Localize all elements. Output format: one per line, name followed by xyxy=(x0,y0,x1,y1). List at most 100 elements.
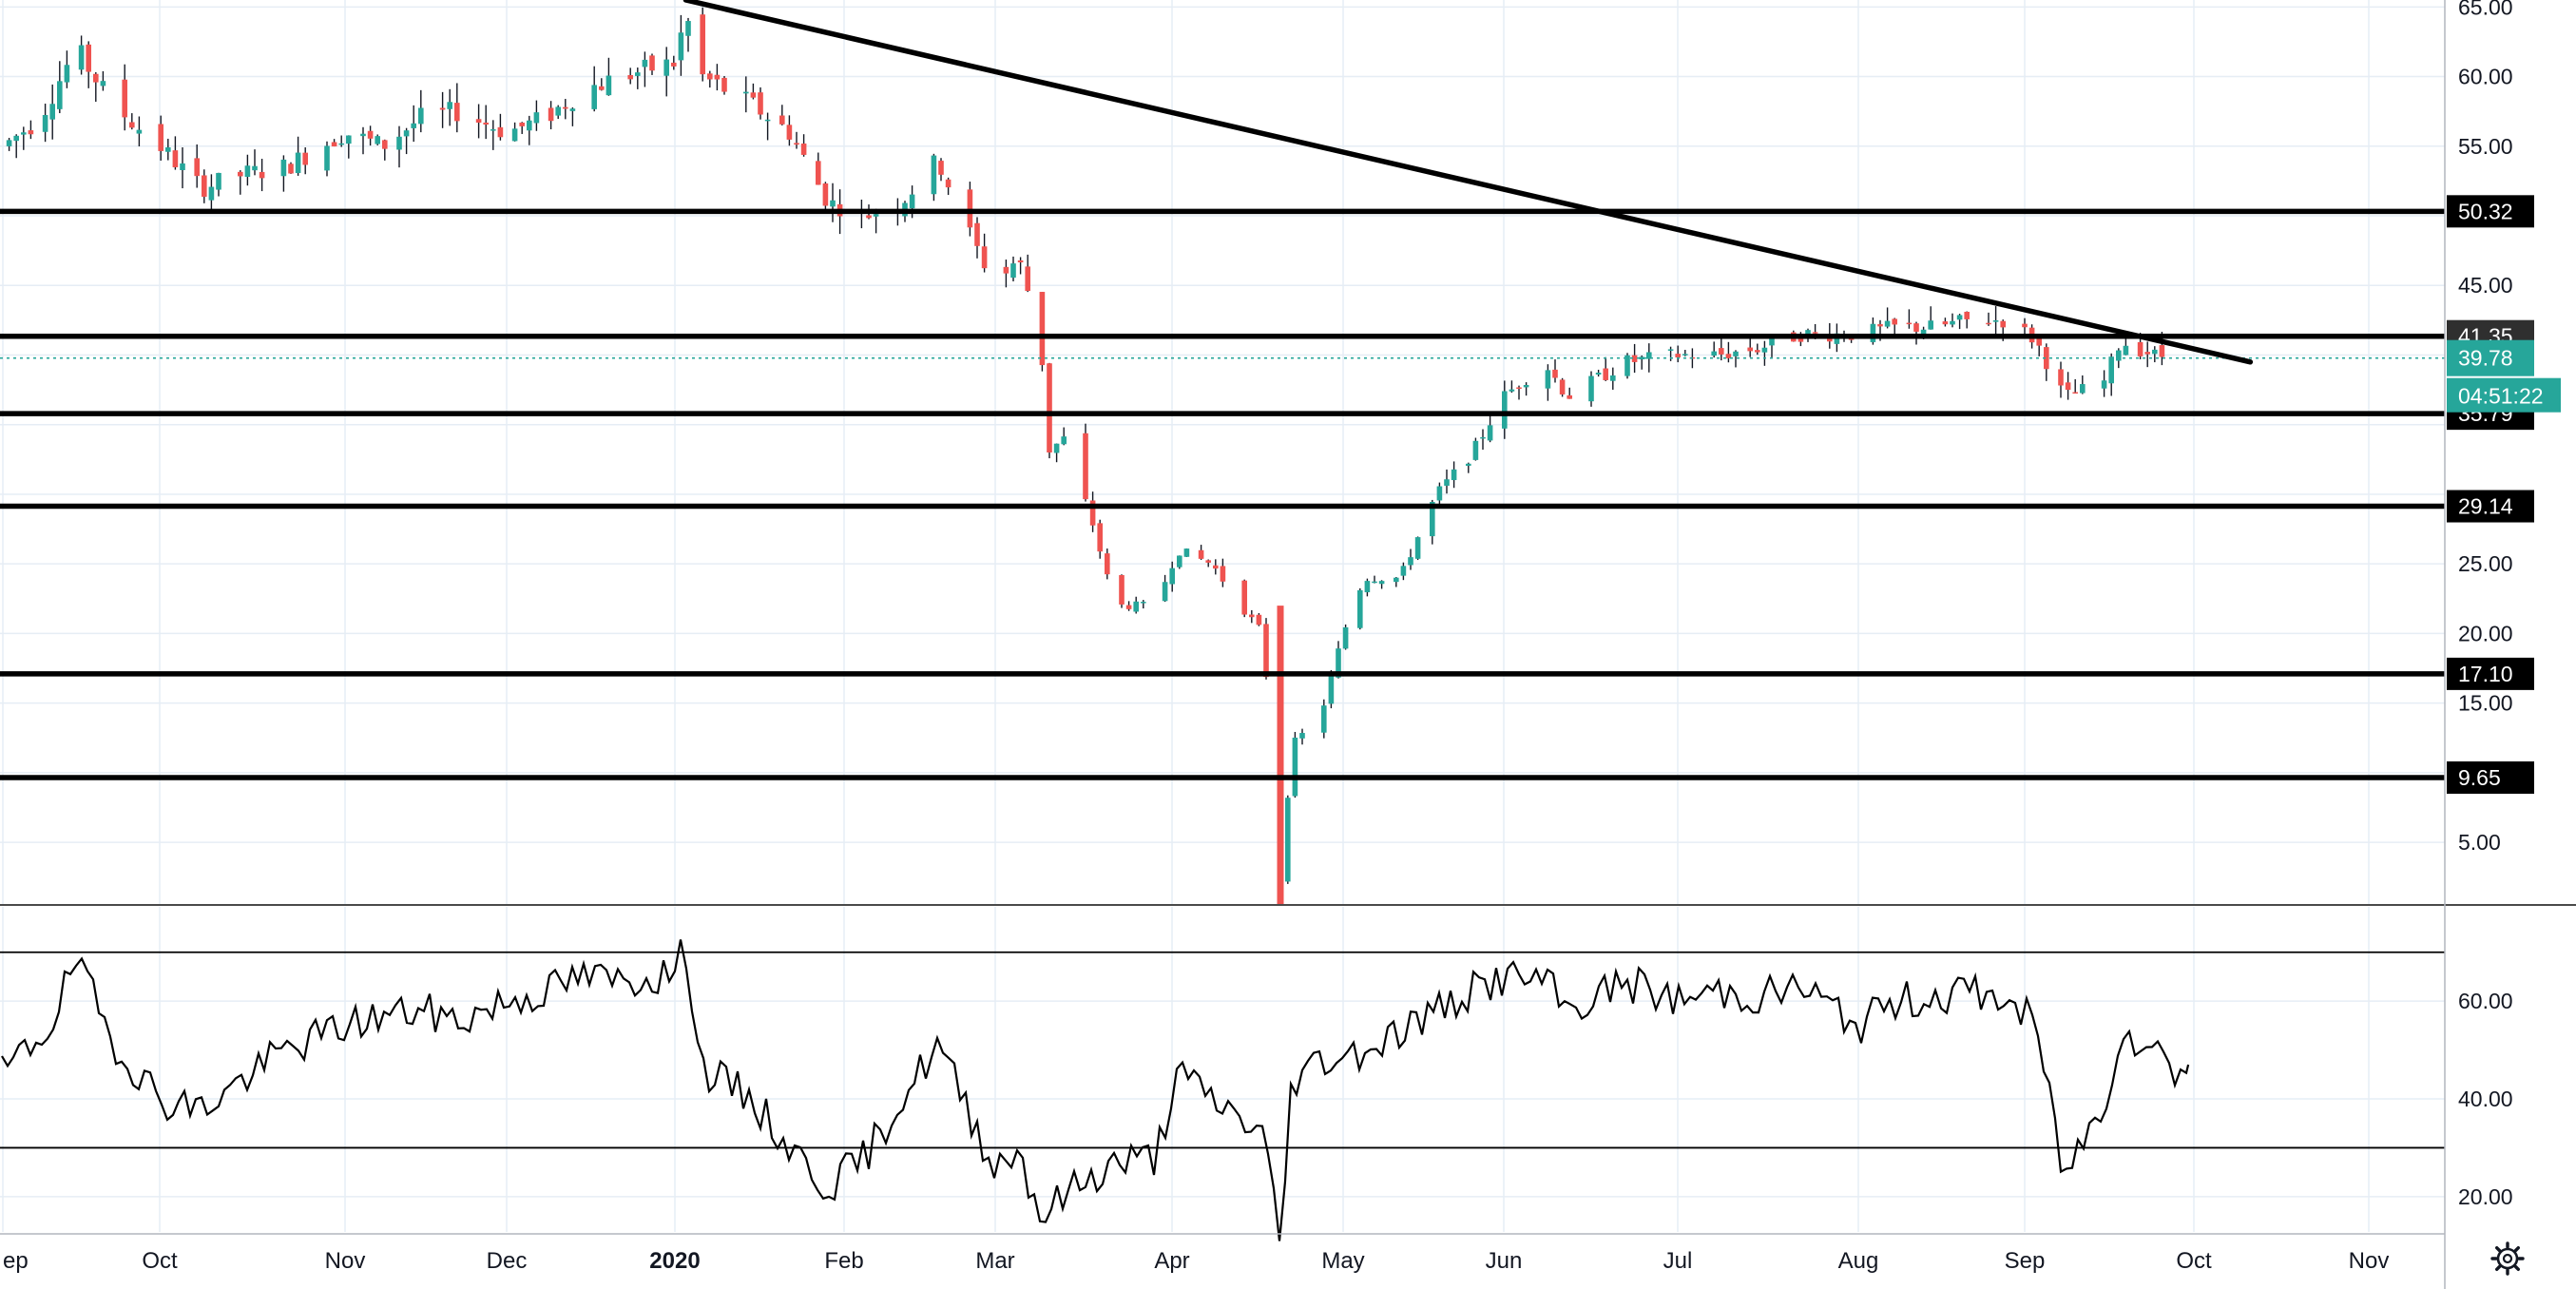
candle-body xyxy=(396,136,402,150)
candle-body xyxy=(1675,354,1681,358)
candle-body xyxy=(2072,392,2078,394)
level-badge-label: 50.32 xyxy=(2458,199,2513,223)
candle-body xyxy=(252,165,258,171)
candle-body xyxy=(288,164,294,174)
candle-body xyxy=(1342,626,1349,649)
candle-body xyxy=(981,246,988,269)
candle-body xyxy=(136,129,143,134)
candle-body xyxy=(758,92,763,115)
candle-body xyxy=(555,106,561,116)
rsi-tick-label: 20.00 xyxy=(2458,1184,2513,1209)
candle-body xyxy=(6,140,12,146)
price-pane[interactable] xyxy=(0,0,2445,905)
candle-body xyxy=(663,59,669,76)
rsi-pane[interactable] xyxy=(0,907,2445,1241)
candle-body xyxy=(180,163,185,170)
candle-body xyxy=(216,172,221,190)
candle-body xyxy=(938,161,944,175)
level-badge xyxy=(2447,657,2534,690)
candle-body xyxy=(1552,369,1558,378)
candle-body xyxy=(1105,553,1110,575)
candle-body xyxy=(1986,322,1991,325)
candle-body xyxy=(1667,349,1674,351)
candle-body xyxy=(1321,705,1327,733)
level-badge xyxy=(2447,760,2534,794)
candle-body xyxy=(194,158,200,177)
candle-body xyxy=(2137,341,2143,356)
candle-body xyxy=(1797,338,1804,342)
candle-body xyxy=(1047,363,1052,453)
candle-body xyxy=(1162,582,1168,602)
candle-body xyxy=(2123,345,2129,356)
time-tick-label: May xyxy=(1321,1248,1364,1274)
candle-body xyxy=(569,108,576,111)
candle-body xyxy=(721,77,727,92)
rsi-axis[interactable]: 60.00 40.00 20.00 xyxy=(2458,989,2513,1209)
candle-body xyxy=(1436,486,1443,501)
candle-body xyxy=(1761,347,1768,353)
last-price-label: 39.78 xyxy=(2458,346,2513,371)
price-tick-label: 5.00 xyxy=(2458,830,2501,855)
candle-body xyxy=(527,120,532,131)
time-tick-label: Feb xyxy=(824,1248,863,1274)
time-tick-label: Dec xyxy=(487,1248,528,1274)
candle-body xyxy=(1942,321,1949,325)
candle-body xyxy=(1249,614,1255,618)
candle-body xyxy=(1183,548,1190,557)
price-axis[interactable]: 65.00 60.00 55.00 45.00 25.00 20.00 15.00 5.00 xyxy=(2458,0,2513,855)
candle-body xyxy=(1119,575,1125,605)
time-tick-label: Oct xyxy=(142,1248,178,1274)
candle-body xyxy=(743,91,749,94)
candle-body xyxy=(1892,318,1897,325)
candle-body xyxy=(411,123,416,128)
candle-body xyxy=(1430,502,1435,537)
candle-body xyxy=(2022,323,2028,328)
candle-body xyxy=(2108,356,2114,384)
candle-body xyxy=(483,122,489,125)
time-tick-label: Nov xyxy=(2349,1248,2390,1274)
candle-body xyxy=(93,73,99,83)
candle-body xyxy=(2144,352,2150,355)
candle-body xyxy=(447,102,452,109)
candle-body xyxy=(28,130,34,135)
candle-body xyxy=(1394,577,1399,583)
candle-body xyxy=(21,132,27,135)
candle-body xyxy=(1241,580,1247,615)
candle-body xyxy=(1588,375,1594,402)
time-tick-label: Nov xyxy=(325,1248,366,1274)
candle-body xyxy=(1545,370,1551,389)
candle-body xyxy=(1682,354,1688,356)
countdown-label: 04:51:22 xyxy=(2458,384,2544,409)
trendline[interactable] xyxy=(682,0,2254,365)
candle-body xyxy=(1812,332,1818,334)
candle-body xyxy=(1466,463,1471,466)
candle-body xyxy=(974,222,980,246)
candle-body xyxy=(418,107,424,125)
candle-body xyxy=(794,143,799,145)
rsi-tick-label: 40.00 xyxy=(2458,1087,2513,1111)
time-axis[interactable]: ep Oct Nov Dec 2020 Feb Mar Apr May Jun Jul Aug Sep O… xyxy=(3,1248,2389,1274)
candle-body xyxy=(548,107,554,122)
candle-body xyxy=(403,130,410,137)
countdown-badge xyxy=(2447,377,2561,413)
candle-body xyxy=(931,155,937,195)
candle-body xyxy=(490,129,496,131)
gear-icon[interactable] xyxy=(2490,1241,2525,1276)
candle-body xyxy=(346,135,352,144)
candle-body xyxy=(671,62,677,67)
candle-body xyxy=(2159,345,2165,357)
candle-body xyxy=(1414,537,1421,559)
price-tick-label: 15.00 xyxy=(2458,691,2513,716)
price-tick-label: 45.00 xyxy=(2458,273,2513,298)
candle-body xyxy=(563,106,568,109)
candle-body xyxy=(1336,648,1341,678)
candle-body xyxy=(685,21,691,36)
candle-body xyxy=(1964,311,1970,319)
candle-body xyxy=(1408,557,1413,566)
candle-body xyxy=(909,194,915,209)
horizontal-levels[interactable] xyxy=(0,208,2445,780)
candle-body xyxy=(1928,320,1933,330)
candle-body xyxy=(1639,356,1644,360)
